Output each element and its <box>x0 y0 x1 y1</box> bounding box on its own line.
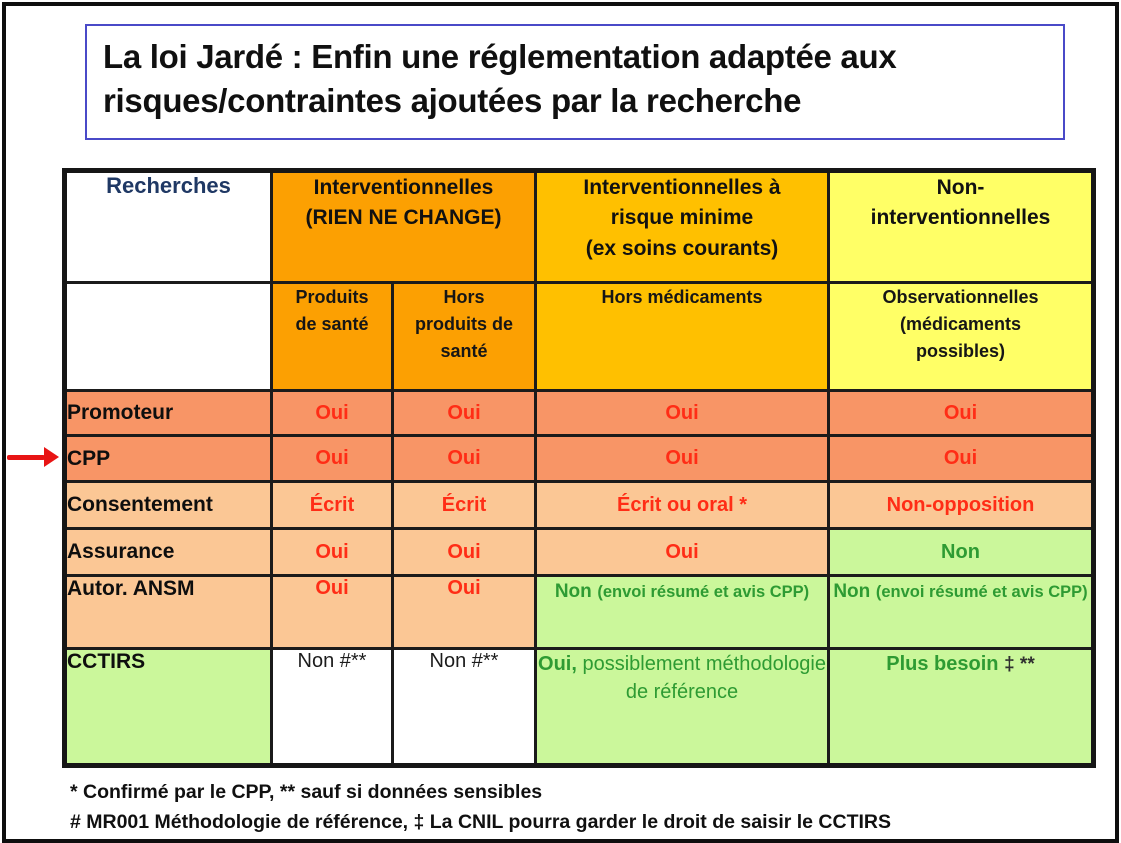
empty-header-cell <box>63 281 273 392</box>
cell-consentement-produits: Écrit <box>270 480 394 530</box>
cell-ansm-observationnelles: Non (envoi résumé et avis CPP) <box>827 574 1095 650</box>
cell-ansm-hors-medicaments-main: Non <box>554 581 592 602</box>
cell-cctirs-observationnelles-detail: ‡ ** <box>1004 654 1035 675</box>
cell-assurance-hors-medicaments: Oui <box>534 527 830 577</box>
cell-cctirs-hors-medicaments-detail: possiblement méthodologie de référence <box>582 653 826 703</box>
table-row-autor-ansm: Autor. ANSM Oui Oui Non (envoi résumé et… <box>63 574 1095 650</box>
cell-promoteur-hors-produits: Oui <box>391 389 537 437</box>
cell-cpp-hors-produits: Oui <box>391 434 537 483</box>
table-row-promoteur: Promoteur Oui Oui Oui Oui <box>63 389 1095 437</box>
row-label-cpp: CPP <box>63 434 273 483</box>
header-sub-row: Produits de santé Hors produits de santé… <box>63 281 1095 392</box>
footnote-line-2: # MR001 Méthodologie de référence, ‡ La … <box>70 811 892 834</box>
cell-assurance-hors-produits: Oui <box>391 527 537 577</box>
header-group-row: Recherches Interventionnelles (RIEN NE C… <box>63 169 1095 284</box>
red-arrow-head <box>44 447 59 467</box>
cell-ansm-hors-medicaments: Non (envoi résumé et avis CPP) <box>534 574 830 650</box>
col-group-non-interventionnelles: Non- interventionnelles <box>827 169 1095 284</box>
row-label-assurance: Assurance <box>63 527 273 577</box>
subheader-hors-medicaments: Hors médicaments <box>534 281 830 392</box>
subheader-observationnelles: Observationnelles (médicaments possibles… <box>827 281 1095 392</box>
subheader-hors-produits-de-sante: Hors produits de santé <box>391 281 537 392</box>
cell-ansm-produits: Oui <box>270 574 394 650</box>
footnote-line-1: * Confirmé par le CPP, ** sauf si donnée… <box>70 781 543 803</box>
cell-assurance-produits: Oui <box>270 527 394 577</box>
cell-cctirs-hors-medicaments-main: Oui, <box>538 653 577 675</box>
page-title: La loi Jardé : Enfin une réglementation … <box>103 38 897 119</box>
red-arrow-shaft <box>7 455 45 460</box>
cell-cctirs-hors-medicaments: Oui, possiblement méthodologie de référe… <box>534 647 830 767</box>
cell-consentement-hors-produits: Écrit <box>391 480 537 530</box>
cell-consentement-observationnelles: Non-opposition <box>827 480 1095 530</box>
cell-ansm-hors-medicaments-detail: (envoi résumé et avis CPP) <box>597 583 810 601</box>
cell-promoteur-observationnelles: Oui <box>827 389 1095 437</box>
footnotes: * Confirmé par le CPP, ** sauf si donnée… <box>70 777 891 837</box>
jarde-regulation-table: Recherches Interventionnelles (RIEN NE C… <box>62 168 1096 768</box>
red-arrow-icon <box>7 446 59 468</box>
cell-ansm-hors-produits: Oui <box>391 574 537 650</box>
row-label-consentement: Consentement <box>63 480 273 530</box>
col-group-risque-minime: Interventionnelles à risque minime (ex s… <box>534 169 830 284</box>
cell-cpp-observationnelles: Oui <box>827 434 1095 483</box>
cell-ansm-observationnelles-main: Non <box>833 581 871 602</box>
row-label-promoteur: Promoteur <box>63 389 273 437</box>
subheader-produits-de-sante: Produits de santé <box>270 281 394 392</box>
col-header-recherches: Recherches <box>63 169 273 284</box>
cell-assurance-observationnelles: Non <box>827 527 1095 577</box>
table-row-consentement: Consentement Écrit Écrit Écrit ou oral *… <box>63 480 1095 530</box>
cell-cpp-hors-medicaments: Oui <box>534 434 830 483</box>
table-row-assurance: Assurance Oui Oui Oui Non <box>63 527 1095 577</box>
cell-promoteur-produits: Oui <box>270 389 394 437</box>
table-row-cctirs: CCTIRS Non #** Non #** Oui, possiblement… <box>63 647 1095 767</box>
cell-cctirs-hors-produits: Non #** <box>391 647 537 767</box>
cell-cctirs-observationnelles-main: Plus besoin <box>886 653 999 675</box>
col-group-interventionnelles: Interventionnelles (RIEN NE CHANGE) <box>270 169 537 284</box>
cell-cctirs-observationnelles: Plus besoin ‡ ** <box>827 647 1095 767</box>
title-box: La loi Jardé : Enfin une réglementation … <box>85 24 1065 140</box>
cell-cpp-produits: Oui <box>270 434 394 483</box>
row-label-autor-ansm: Autor. ANSM <box>63 574 273 650</box>
cell-cctirs-produits: Non #** <box>270 647 394 767</box>
cell-consentement-hors-medicaments: Écrit ou oral * <box>534 480 830 530</box>
cell-ansm-observationnelles-detail: (envoi résumé et avis CPP) <box>875 583 1088 601</box>
row-label-cctirs: CCTIRS <box>63 647 273 767</box>
cell-promoteur-hors-medicaments: Oui <box>534 389 830 437</box>
table-row-cpp: CPP Oui Oui Oui Oui <box>63 434 1095 483</box>
